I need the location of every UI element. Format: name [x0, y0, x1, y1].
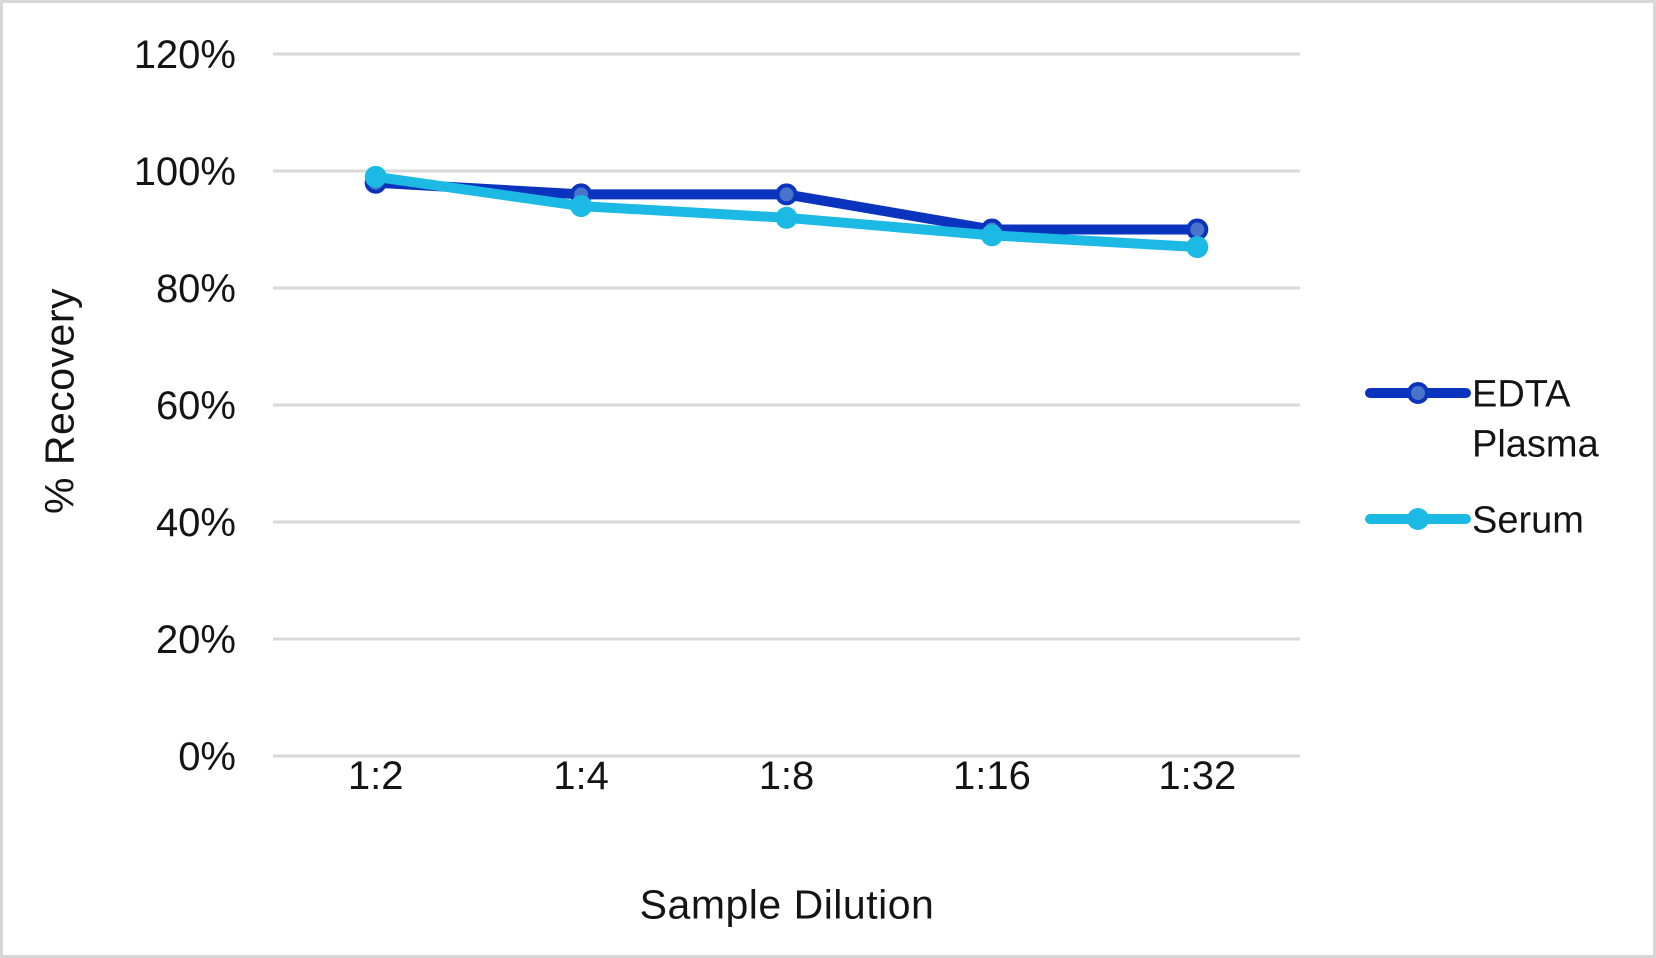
x-tick-label: 1:16	[953, 754, 1031, 798]
legend-marker-sample	[1407, 382, 1429, 404]
legend-label: Plasma	[1472, 423, 1600, 465]
x-tick-label: 1:32	[1158, 754, 1236, 798]
legend-label: EDTA	[1472, 373, 1571, 415]
y-tick-label: 0%	[178, 735, 236, 779]
x-tick-label: 1:2	[348, 754, 404, 798]
y-tick-label: 40%	[156, 501, 236, 545]
y-tick-label: 100%	[134, 150, 236, 194]
y-axis-title: % Recovery	[36, 287, 83, 515]
data-point-marker	[570, 195, 593, 218]
data-point-marker	[775, 183, 798, 206]
y-tick-label: 60%	[156, 384, 236, 428]
data-point-marker	[775, 206, 798, 229]
data-point-marker	[1186, 218, 1209, 241]
y-tick-label: 120%	[134, 33, 236, 77]
legend-marker-sample	[1407, 508, 1429, 530]
x-axis-title: Sample Dilution	[639, 881, 935, 928]
x-tick-label: 1:8	[759, 754, 815, 798]
y-tick-label: 80%	[156, 267, 236, 311]
y-tick-label: 20%	[156, 618, 236, 662]
chart-plot-area: 0% 20% 40% 60% 80% 100% 120% 1:2 1:4 1:8 1:16 1:32 E…	[134, 33, 1600, 798]
data-point-marker	[364, 165, 387, 188]
legend-label: Serum	[1472, 499, 1584, 541]
data-point-marker	[1186, 236, 1209, 259]
x-tick-label: 1:4	[553, 754, 609, 798]
data-point-marker	[980, 224, 1003, 247]
